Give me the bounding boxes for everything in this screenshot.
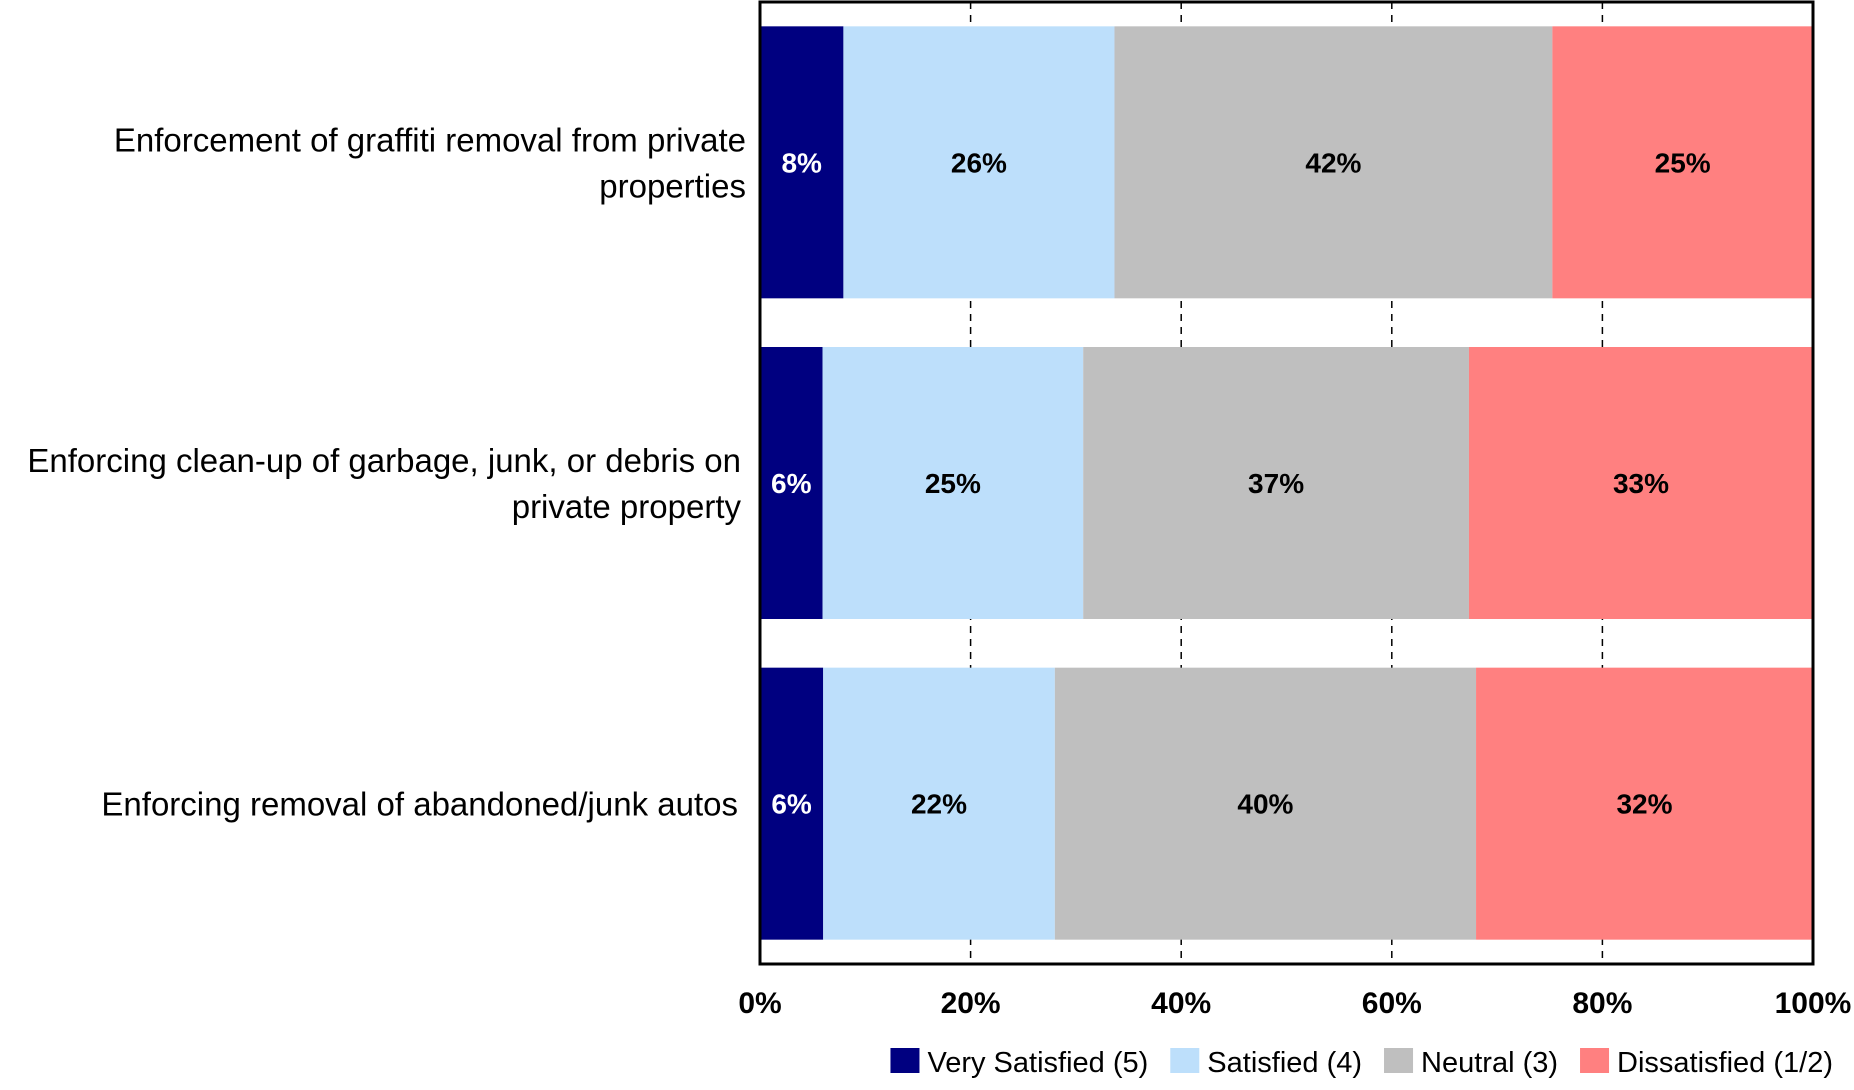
data-label: 33% bbox=[1613, 468, 1669, 499]
legend-label: Neutral (3) bbox=[1421, 1047, 1558, 1079]
category-labels: Enforcement of graffiti removal from pri… bbox=[27, 121, 746, 822]
data-label: 37% bbox=[1248, 468, 1304, 499]
bars: 8% 26% 42% 25% 6% 25% 37% 33% 6% 22% 40% 32% bbox=[760, 26, 1813, 940]
data-label: 25% bbox=[1655, 147, 1711, 178]
data-label: 26% bbox=[951, 147, 1007, 178]
data-label: 8% bbox=[781, 147, 822, 178]
bar-segment bbox=[1054, 667, 1477, 940]
data-label: 40% bbox=[1237, 789, 1293, 820]
category-label: Enforcement of graffiti removal from pri… bbox=[114, 121, 746, 158]
x-tick-label: 100% bbox=[1775, 987, 1852, 1020]
legend-swatch bbox=[1580, 1048, 1610, 1073]
x-axis-tick-labels: 0% 20% 40% 60% 80% 100% bbox=[738, 987, 1851, 1020]
data-label: 32% bbox=[1616, 789, 1672, 820]
x-tick-label: 0% bbox=[738, 987, 781, 1020]
bar-segment bbox=[1468, 347, 1813, 619]
bar-segment bbox=[1083, 347, 1469, 619]
legend-label: Dissatisfied (1/2) bbox=[1617, 1047, 1833, 1079]
plot-frame bbox=[758, 0, 1815, 966]
legend-label: Very Satisfied (5) bbox=[927, 1047, 1148, 1079]
bar-segment bbox=[760, 667, 824, 940]
bar-segment bbox=[823, 667, 1055, 940]
legend-swatch bbox=[1170, 1048, 1200, 1073]
bar-segment bbox=[843, 26, 1115, 299]
legend: Very Satisfied (5) Satisfied (4) Neutral (… bbox=[890, 1047, 1833, 1079]
bar-segment bbox=[760, 26, 844, 299]
category-label: properties bbox=[599, 167, 746, 204]
data-label: 22% bbox=[911, 789, 967, 820]
data-label: 6% bbox=[771, 468, 812, 499]
category-label: private property bbox=[512, 488, 742, 525]
x-tick-label: 60% bbox=[1362, 987, 1422, 1020]
x-tick-label: 80% bbox=[1572, 987, 1632, 1020]
bar-segment bbox=[1552, 26, 1813, 299]
legend-swatch bbox=[890, 1048, 920, 1073]
x-tick-label: 40% bbox=[1151, 987, 1211, 1020]
data-label: 42% bbox=[1305, 147, 1361, 178]
data-label: 25% bbox=[925, 468, 981, 499]
data-label: 6% bbox=[771, 789, 812, 820]
category-label: Enforcing clean-up of garbage, junk, or … bbox=[27, 442, 741, 479]
legend-label: Satisfied (4) bbox=[1207, 1047, 1362, 1079]
category-label: Enforcing removal of abandoned/junk auto… bbox=[101, 786, 738, 823]
bar-segment bbox=[1114, 26, 1553, 299]
bar-segment bbox=[760, 347, 823, 619]
bar-segment bbox=[822, 347, 1084, 619]
bar-segment bbox=[1476, 667, 1813, 940]
legend-swatch bbox=[1384, 1048, 1414, 1073]
x-tick-label: 20% bbox=[941, 987, 1001, 1020]
